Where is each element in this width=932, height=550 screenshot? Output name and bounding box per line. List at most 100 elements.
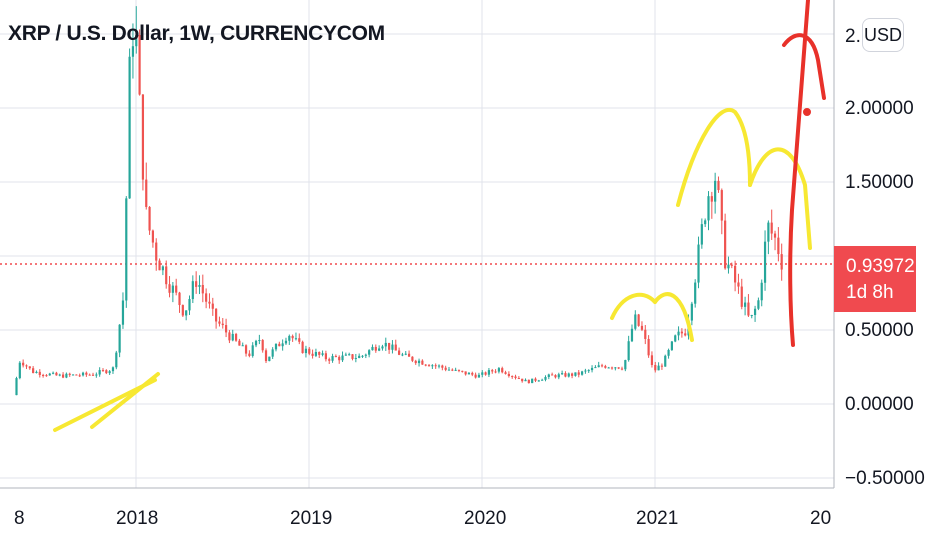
candle-body	[697, 244, 700, 283]
red-stroke-2	[782, 33, 826, 100]
candle-body	[101, 370, 105, 372]
candle-body	[544, 377, 547, 380]
candle-body	[388, 342, 391, 350]
candle-body	[32, 368, 35, 373]
candle-body	[228, 332, 231, 341]
candle-body	[328, 359, 331, 361]
x-tick-label: 2018	[116, 508, 159, 529]
candle-body	[234, 333, 238, 341]
candle-body	[501, 368, 504, 373]
candle-body	[654, 364, 657, 371]
candle-body	[547, 374, 550, 378]
candle-body	[714, 180, 717, 202]
candle-body	[554, 375, 557, 378]
candle-body	[587, 370, 590, 372]
candle-body	[710, 196, 713, 202]
candle-body	[178, 292, 181, 306]
chart-title: XRP / U.S. Dollar, 1W, CURRENCYCOM	[8, 22, 385, 45]
candle-body	[291, 335, 294, 339]
candle-body	[700, 224, 703, 245]
candle-body	[22, 362, 25, 366]
candle-body	[188, 299, 191, 311]
candle-body	[111, 367, 115, 372]
candle-body	[311, 353, 314, 356]
candle-body	[644, 329, 647, 339]
candle-body	[421, 360, 424, 365]
candle-body	[770, 222, 773, 234]
candle-body	[254, 340, 258, 346]
candle-body	[511, 376, 514, 378]
candle-body	[537, 380, 540, 382]
candle-body	[161, 266, 164, 271]
candle-body	[417, 360, 421, 364]
y-tick-label: 0.00000	[845, 394, 914, 415]
candle-body	[717, 180, 720, 191]
candle-body	[780, 254, 783, 270]
candle-body	[224, 325, 228, 333]
candle-body	[354, 358, 357, 360]
candle-body	[201, 284, 204, 294]
candle-body	[471, 372, 474, 375]
yellow-annotation	[53, 108, 812, 432]
y-tick-label: 2.	[845, 26, 861, 47]
candle-body	[637, 314, 640, 326]
candle-body	[487, 370, 491, 375]
candle-body	[271, 349, 274, 357]
candle-body	[734, 265, 737, 283]
candle-body	[274, 343, 278, 350]
candle-body	[617, 367, 620, 369]
candle-body	[564, 373, 567, 377]
candle-body	[690, 303, 693, 321]
candle-body	[68, 373, 71, 375]
candle-body	[590, 367, 594, 371]
candle-body	[38, 371, 41, 375]
candle-body	[747, 302, 750, 316]
candle-body	[351, 354, 354, 359]
candle-body	[155, 242, 158, 261]
candle-body	[457, 369, 461, 371]
candle-body	[707, 196, 710, 221]
candle-body	[740, 286, 743, 307]
candle-body	[657, 365, 660, 371]
candle-body	[584, 370, 587, 372]
candle-body	[647, 338, 650, 356]
candle-body	[288, 335, 291, 341]
candle-body	[135, 35, 138, 47]
y-tick-label: 1.50000	[845, 172, 914, 193]
candle-body	[447, 369, 451, 371]
candle-body	[570, 373, 574, 376]
candle-body	[51, 372, 55, 374]
candle-body	[640, 325, 644, 330]
candle-body	[674, 335, 677, 342]
candle-body	[338, 356, 341, 361]
candle-body	[268, 356, 271, 362]
candle-body	[597, 365, 600, 368]
candle-body	[78, 375, 81, 377]
candle-body	[561, 373, 564, 375]
candle-body	[108, 371, 111, 374]
candle-body	[454, 369, 457, 371]
candle-body	[378, 348, 381, 351]
candle-body	[461, 370, 464, 372]
candle-body	[358, 355, 361, 359]
candle-body	[218, 321, 221, 324]
candle-body	[557, 374, 560, 378]
candle-body	[704, 220, 707, 225]
candle-body	[211, 303, 214, 309]
candle-body	[15, 378, 18, 396]
candle-body	[610, 367, 614, 369]
bar-countdown: 1d 8h	[846, 282, 894, 303]
candle-body	[284, 340, 288, 344]
candle-body	[231, 333, 234, 341]
candle-body	[314, 352, 318, 356]
candle-body	[65, 373, 68, 378]
candle-body	[724, 220, 727, 269]
currency-button[interactable]: USD	[862, 18, 904, 52]
candles	[15, 6, 783, 396]
x-tick-label: 2019	[290, 508, 333, 529]
candle-body	[158, 260, 161, 271]
candle-body	[404, 353, 407, 355]
candle-body	[58, 374, 61, 376]
yellow-arc-1	[610, 292, 657, 320]
